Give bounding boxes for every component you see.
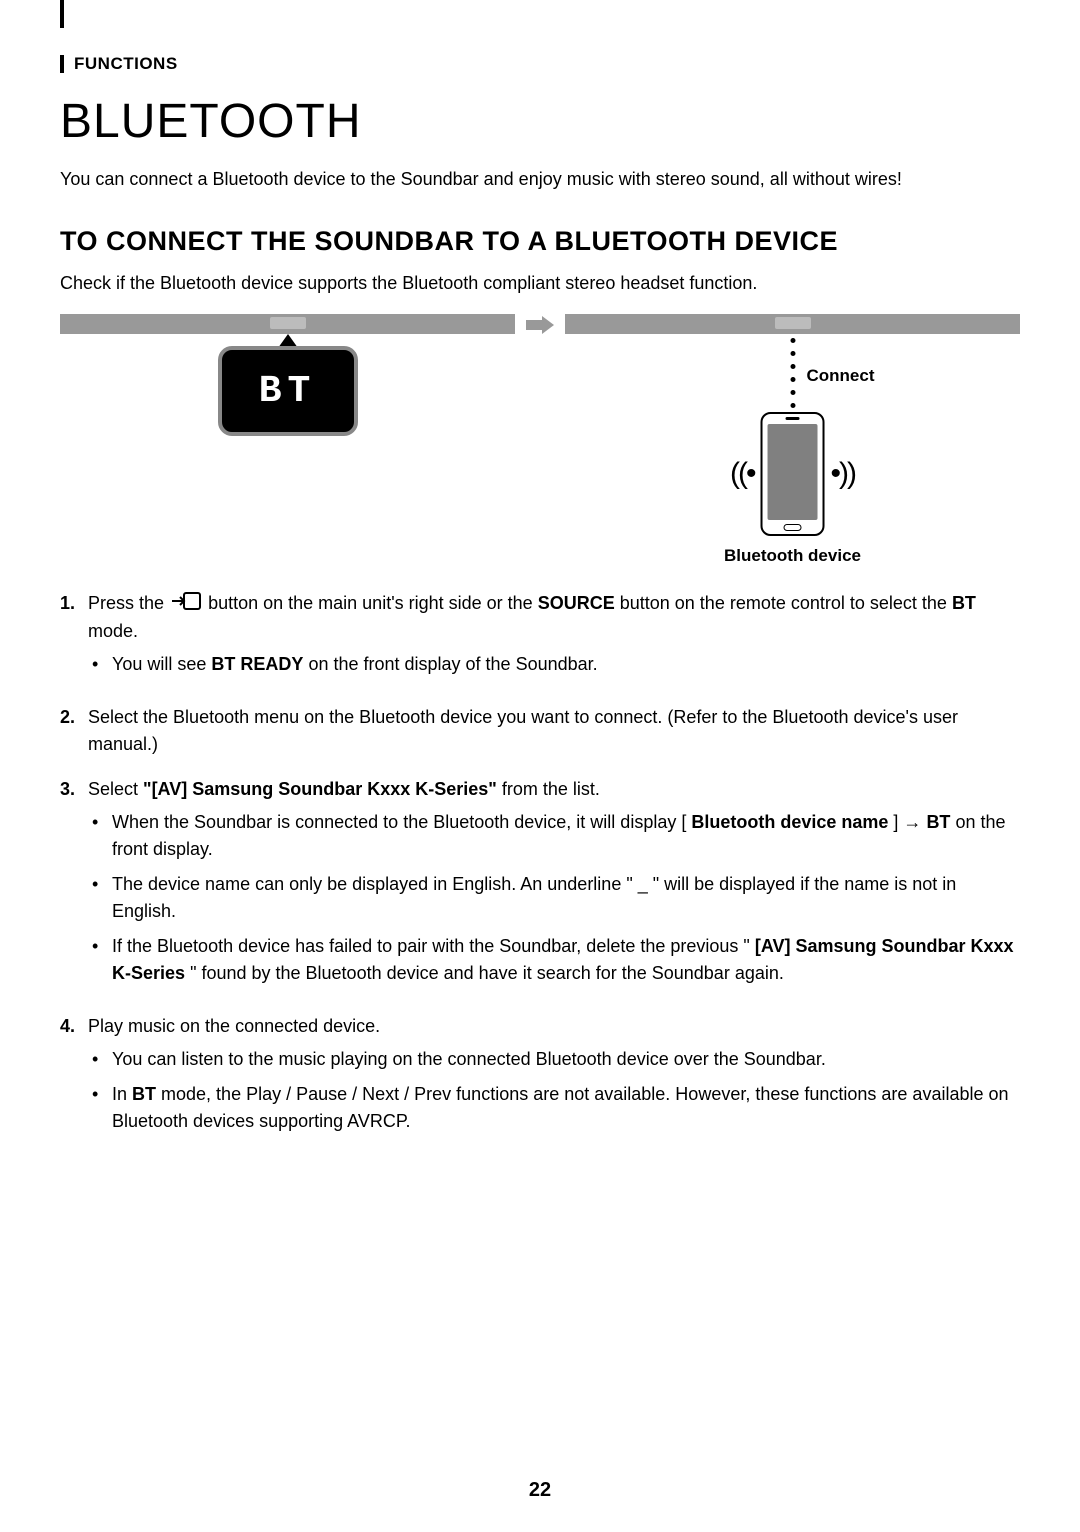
text: In — [112, 1084, 132, 1104]
text: When the Soundbar is connected to the Bl… — [112, 812, 686, 832]
step-number: 3. — [60, 776, 88, 995]
text: ] → — [893, 812, 926, 832]
text: If the Bluetooth device has failed to pa… — [112, 936, 750, 956]
text: " found by the Bluetooth device and have… — [190, 963, 784, 983]
section-tag-row: FUNCTIONS — [60, 54, 1020, 74]
intro-text: You can connect a Bluetooth device to th… — [60, 167, 1020, 192]
text: mode, the Play / Pause / Next / Prev fun… — [112, 1084, 1009, 1131]
bullet-body: When the Soundbar is connected to the Bl… — [112, 809, 1020, 863]
phone-speaker-icon — [786, 417, 800, 420]
bullet-item: • When the Soundbar is connected to the … — [88, 809, 1020, 863]
dot-icon — [790, 364, 795, 369]
bluetooth-device-label: Bluetooth device — [724, 546, 861, 566]
text: on the front display of the Soundbar. — [308, 654, 597, 674]
steps-list: 1. Press the button on the main unit's r… — [60, 590, 1020, 1143]
section-heading: TO CONNECT THE SOUNDBAR TO A BLUETOOTH D… — [60, 226, 1020, 257]
manual-page: FUNCTIONS BLUETOOTH You can connect a Bl… — [0, 0, 1080, 1532]
page-number: 22 — [529, 1479, 551, 1502]
step-body: Select "[AV] Samsung Soundbar Kxxx K-Ser… — [88, 776, 1020, 995]
text: Press the — [88, 593, 169, 613]
step-1: 1. Press the button on the main unit's r… — [60, 590, 1020, 686]
bullet-icon: • — [88, 933, 112, 987]
text-bold: BT READY — [211, 654, 303, 674]
phone-icon — [761, 412, 825, 536]
bullets: • When the Soundbar is connected to the … — [88, 809, 1020, 987]
step-number: 4. — [60, 1013, 88, 1143]
bullet-item: • You will see BT READY on the front dis… — [88, 651, 1020, 678]
section-tag: FUNCTIONS — [74, 54, 178, 74]
bullet-body: In BT mode, the Play / Pause / Next / Pr… — [112, 1081, 1020, 1135]
step-body: Play music on the connected device. • Yo… — [88, 1013, 1020, 1143]
bullet-icon: • — [88, 1081, 112, 1135]
sub-intro-text: Check if the Bluetooth device supports t… — [60, 271, 1020, 296]
dot-icon — [790, 403, 795, 408]
dot-icon — [790, 390, 795, 395]
text-bold: BT — [926, 812, 950, 832]
bullet-item: • The device name can only be displayed … — [88, 871, 1020, 925]
text-bold: SOURCE — [538, 593, 615, 613]
arrow-column — [515, 314, 565, 334]
text-bold: "[AV] Samsung Soundbar Kxxx K-Series" — [143, 779, 497, 799]
text: You can listen to the music playing on t… — [112, 1049, 826, 1069]
step-2: 2. Select the Bluetooth menu on the Blue… — [60, 704, 1020, 758]
connection-diagram: BT Connect ((• — [60, 314, 1020, 574]
top-mark — [60, 0, 64, 28]
soundbar-left — [60, 314, 515, 334]
text: The device name can only be displayed in… — [112, 874, 956, 921]
soundbar-display-right — [775, 317, 811, 329]
bullet-item: • You can listen to the music playing on… — [88, 1046, 1020, 1073]
text: Play music on the connected device. — [88, 1016, 380, 1036]
step-3: 3. Select "[AV] Samsung Soundbar Kxxx K-… — [60, 776, 1020, 995]
phone-home-icon — [784, 524, 802, 531]
phone-screen-icon — [768, 424, 818, 520]
bullets: • You can listen to the music playing on… — [88, 1046, 1020, 1135]
bullet-icon: • — [88, 809, 112, 863]
text: You will see — [112, 654, 211, 674]
step-4: 4. Play music on the connected device. •… — [60, 1013, 1020, 1143]
step-body: Press the button on the main unit's righ… — [88, 590, 1020, 686]
text: button on the remote control to select t… — [620, 593, 952, 613]
step-number: 2. — [60, 704, 88, 758]
page-title: BLUETOOTH — [60, 94, 1020, 149]
diagram-left: BT — [60, 314, 515, 474]
text: from the list. — [502, 779, 600, 799]
text: Select the Bluetooth menu on the Bluetoo… — [88, 707, 958, 754]
dot-icon — [790, 338, 795, 343]
section-tag-bar — [60, 55, 64, 73]
bullet-body: The device name can only be displayed in… — [112, 871, 1020, 925]
bt-callout: BT — [218, 334, 358, 436]
text: button on the main unit's right side or … — [208, 593, 538, 613]
phone-wrap: ((• •)) — [730, 412, 855, 536]
dot-icon — [790, 377, 795, 382]
bullet-body: You can listen to the music playing on t… — [112, 1046, 826, 1073]
bullet-item: • If the Bluetooth device has failed to … — [88, 933, 1020, 987]
soundbar-right — [565, 314, 1020, 334]
bullet-icon: • — [88, 1046, 112, 1073]
source-cycle-icon — [171, 591, 201, 618]
text-bold: Bluetooth device name — [691, 812, 888, 832]
text: Select — [88, 779, 143, 799]
bullet-item: • In BT mode, the Play / Pause / Next / … — [88, 1081, 1020, 1135]
arrow-right-icon — [526, 316, 554, 334]
bullet-body: You will see BT READY on the front displ… — [112, 651, 598, 678]
dot-icon — [790, 351, 795, 356]
soundbar-display-left — [270, 317, 306, 329]
step-body: Select the Bluetooth menu on the Bluetoo… — [88, 704, 1020, 758]
bullet-icon: • — [88, 871, 112, 925]
wave-left-icon: ((• — [730, 457, 754, 491]
text: mode. — [88, 621, 138, 641]
bt-display-box: BT — [218, 346, 358, 436]
bullet-body: If the Bluetooth device has failed to pa… — [112, 933, 1020, 987]
bullets: • You will see BT READY on the front dis… — [88, 651, 1020, 678]
text-bold: BT — [132, 1084, 156, 1104]
connect-label: Connect — [807, 366, 875, 386]
wave-right-icon: •)) — [831, 457, 855, 491]
bullet-icon: • — [88, 651, 112, 678]
step-number: 1. — [60, 590, 88, 686]
connection-dots — [790, 334, 795, 412]
diagram-right: Connect ((• •)) Bluetooth device — [565, 314, 1020, 574]
text-bold: BT — [952, 593, 976, 613]
